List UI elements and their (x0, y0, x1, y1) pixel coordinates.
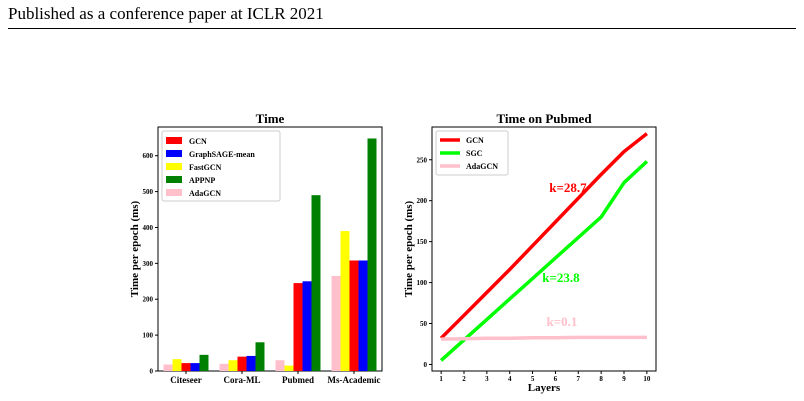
legend-swatch-fastgcn (166, 163, 182, 170)
bar-gcn-cora-ml (237, 356, 247, 371)
slope-annotation-1: k=28.7 (549, 180, 587, 195)
x-tick-label: 9 (622, 375, 626, 383)
legend-label-graphsage-mean: GraphSAGE-mean (189, 150, 255, 159)
bar-graphsage-mean-ms-academic (358, 260, 368, 371)
bar-appnp-pubmed (311, 195, 321, 371)
y-tick-label: 600 (143, 152, 154, 160)
legend-label-sgc: SGC (466, 149, 483, 158)
x-tick-label: 6 (554, 375, 558, 383)
bar-fastgcn-cora-ml (228, 360, 238, 371)
bar-adagcn-ms-academic (331, 275, 341, 371)
y-tick-label: 300 (143, 260, 154, 268)
slope-annotation-2: k=23.8 (542, 270, 580, 285)
line-sgc (439, 160, 649, 362)
bar-fastgcn-citeseer (172, 359, 182, 371)
x-tick-label: 4 (508, 375, 512, 383)
page-header: Published as a conference paper at ICLR … (8, 4, 324, 23)
slope-annotation-3: k=0.1 (547, 314, 578, 329)
y-tick-label: 250 (417, 156, 428, 164)
y-tick-label: 0 (150, 368, 154, 376)
x-tick-label: 1 (439, 375, 443, 383)
bar-graphsage-mean-pubmed (302, 281, 312, 371)
bar-adagcn-cora-ml (219, 363, 229, 371)
bar-fastgcn-ms-academic (340, 231, 350, 371)
x-tick-label: Cora-ML (224, 375, 261, 385)
bar-fastgcn-pubmed (284, 365, 294, 371)
legend-swatch-graphsage-mean (166, 150, 182, 157)
x-tick-label: 5 (531, 375, 535, 383)
y-tick-label: 50 (420, 320, 428, 328)
y-tick-label: 500 (143, 188, 154, 196)
plot-frame (431, 126, 657, 372)
bar-gcn-ms-academic (349, 260, 359, 371)
x-tick-label: 7 (577, 375, 581, 383)
legend-box (161, 130, 281, 202)
bar-appnp-cora-ml (255, 342, 265, 371)
bar-appnp-citeseer (199, 354, 209, 371)
chart-title: Time (256, 111, 285, 126)
line-adagcn (441, 335, 647, 341)
bar-adagcn-citeseer (163, 364, 173, 371)
y-axis-label: Time per epoch (ms) (129, 200, 141, 297)
y-tick-label: 200 (417, 197, 428, 205)
legend-label-adagcn: AdaGCN (466, 162, 498, 171)
y-axis-label: Time per epoch (ms) (403, 200, 415, 297)
chart-title: Time on Pubmed (496, 111, 592, 126)
header-rule (8, 28, 796, 29)
bar-gcn-pubmed (293, 283, 303, 371)
y-tick-label: 150 (417, 238, 428, 246)
y-tick-label: 100 (143, 332, 154, 340)
legend-label-gcn: GCN (189, 137, 207, 146)
x-tick-label: Pubmed (282, 375, 314, 385)
y-tick-label: 200 (143, 296, 154, 304)
y-tick-label: 400 (143, 224, 154, 232)
legend-label-gcn: GCN (466, 136, 484, 145)
bar-appnp-ms-academic (367, 138, 377, 371)
x-axis-label: Layers (528, 382, 561, 394)
legend-label-appnp: APPNP (189, 176, 215, 185)
x-tick-label: 10 (643, 375, 651, 383)
legend-label-fastgcn: FastGCN (189, 163, 222, 172)
plot-frame (157, 126, 383, 372)
x-tick-label: 3 (485, 375, 489, 383)
y-tick-label: 100 (417, 279, 428, 287)
legend-swatch-appnp (166, 176, 182, 183)
line-gcn (439, 132, 648, 340)
x-tick-label: Ms-Academic (328, 375, 381, 385)
x-tick-label: 2 (462, 375, 466, 383)
bar-gcn-citeseer (181, 363, 191, 371)
x-tick-label: 8 (599, 375, 603, 383)
bar-adagcn-pubmed (275, 360, 285, 371)
bar-graphsage-mean-cora-ml (246, 355, 256, 371)
y-tick-label: 0 (424, 361, 428, 369)
x-tick-label: Citeseer (170, 375, 201, 385)
bar-graphsage-mean-citeseer (190, 363, 200, 371)
legend-swatch-adagcn (166, 189, 182, 196)
legend-label-adagcn: AdaGCN (189, 189, 221, 198)
legend-box (435, 130, 509, 176)
legend-swatch-gcn (166, 137, 182, 144)
